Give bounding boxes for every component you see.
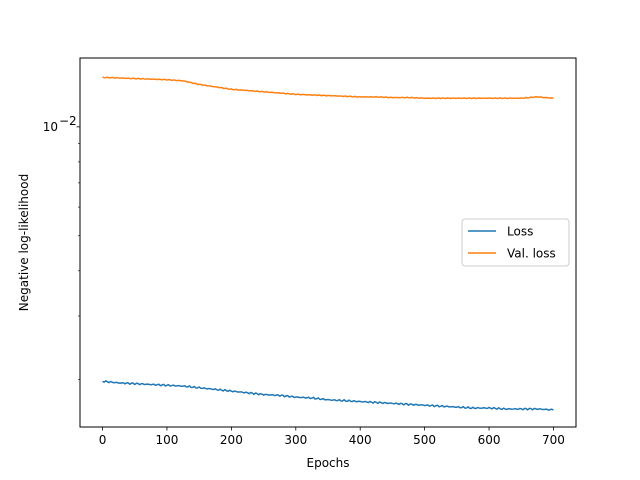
x-tick-label: 600 [478,433,501,447]
series-line-val-loss [102,76,554,100]
x-tick-label: 500 [413,433,436,447]
x-axis-label: Epochs [307,456,350,470]
x-tick-label: 100 [156,433,179,447]
legend-label-val-loss: Val. loss [507,247,556,261]
x-axis-ticks: 0 100 200 300 400 500 600 700 [99,427,565,447]
plot-frame [79,57,577,428]
series-group [102,76,554,411]
series-line-loss [102,380,554,411]
y-tick-label: 10 [43,120,58,134]
y-axis-label: Negative log-likelihood [17,174,31,311]
legend: Loss Val. loss [461,218,570,267]
x-tick-label: 700 [542,433,565,447]
y-tick-exponent: −2 [59,114,77,128]
x-tick-label: 400 [349,433,372,447]
x-tick-label: 300 [284,433,307,447]
x-tick-label: 200 [220,433,243,447]
x-tick-label: 0 [99,433,107,447]
legend-label-loss: Loss [507,225,533,239]
y-axis-ticks: 10 −2 [43,114,80,380]
